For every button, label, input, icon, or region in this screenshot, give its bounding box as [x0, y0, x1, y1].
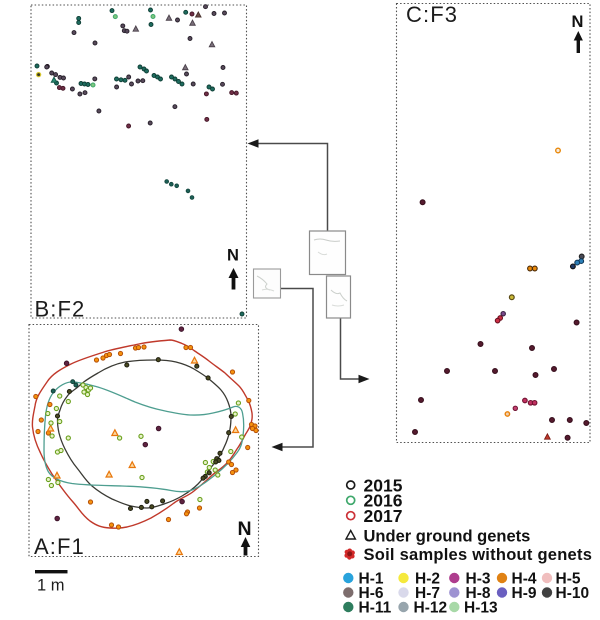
svg-text:H-5: H-5: [556, 571, 581, 588]
svg-text:A:F1: A:F1: [34, 534, 85, 559]
svg-text:H-7: H-7: [415, 585, 440, 602]
svg-text:H-12: H-12: [414, 600, 448, 617]
svg-text:H-2: H-2: [415, 571, 440, 588]
svg-text:H-3: H-3: [466, 571, 491, 588]
svg-text:H-13: H-13: [464, 600, 498, 617]
svg-text:2015: 2015: [364, 476, 403, 496]
svg-text:H-1: H-1: [359, 571, 384, 588]
svg-text:H-6: H-6: [359, 585, 384, 602]
svg-text:2016: 2016: [364, 491, 403, 511]
svg-text:N: N: [572, 13, 584, 31]
svg-text:N: N: [227, 247, 239, 265]
svg-text:H-9: H-9: [512, 585, 537, 602]
svg-text:H-11: H-11: [359, 600, 392, 617]
svg-text:H-4: H-4: [512, 571, 537, 588]
svg-text:C:F3: C:F3: [406, 2, 458, 27]
svg-text:Soil samples without genets: Soil samples without genets: [364, 546, 593, 564]
svg-text:H-10: H-10: [556, 585, 590, 602]
svg-text:1 m: 1 m: [37, 577, 65, 595]
svg-text:N: N: [238, 518, 252, 540]
svg-text:Under ground genets: Under ground genets: [364, 528, 531, 546]
svg-text:H-8: H-8: [466, 585, 491, 602]
svg-text:2017: 2017: [364, 506, 403, 526]
svg-text:B:F2: B:F2: [35, 297, 86, 322]
